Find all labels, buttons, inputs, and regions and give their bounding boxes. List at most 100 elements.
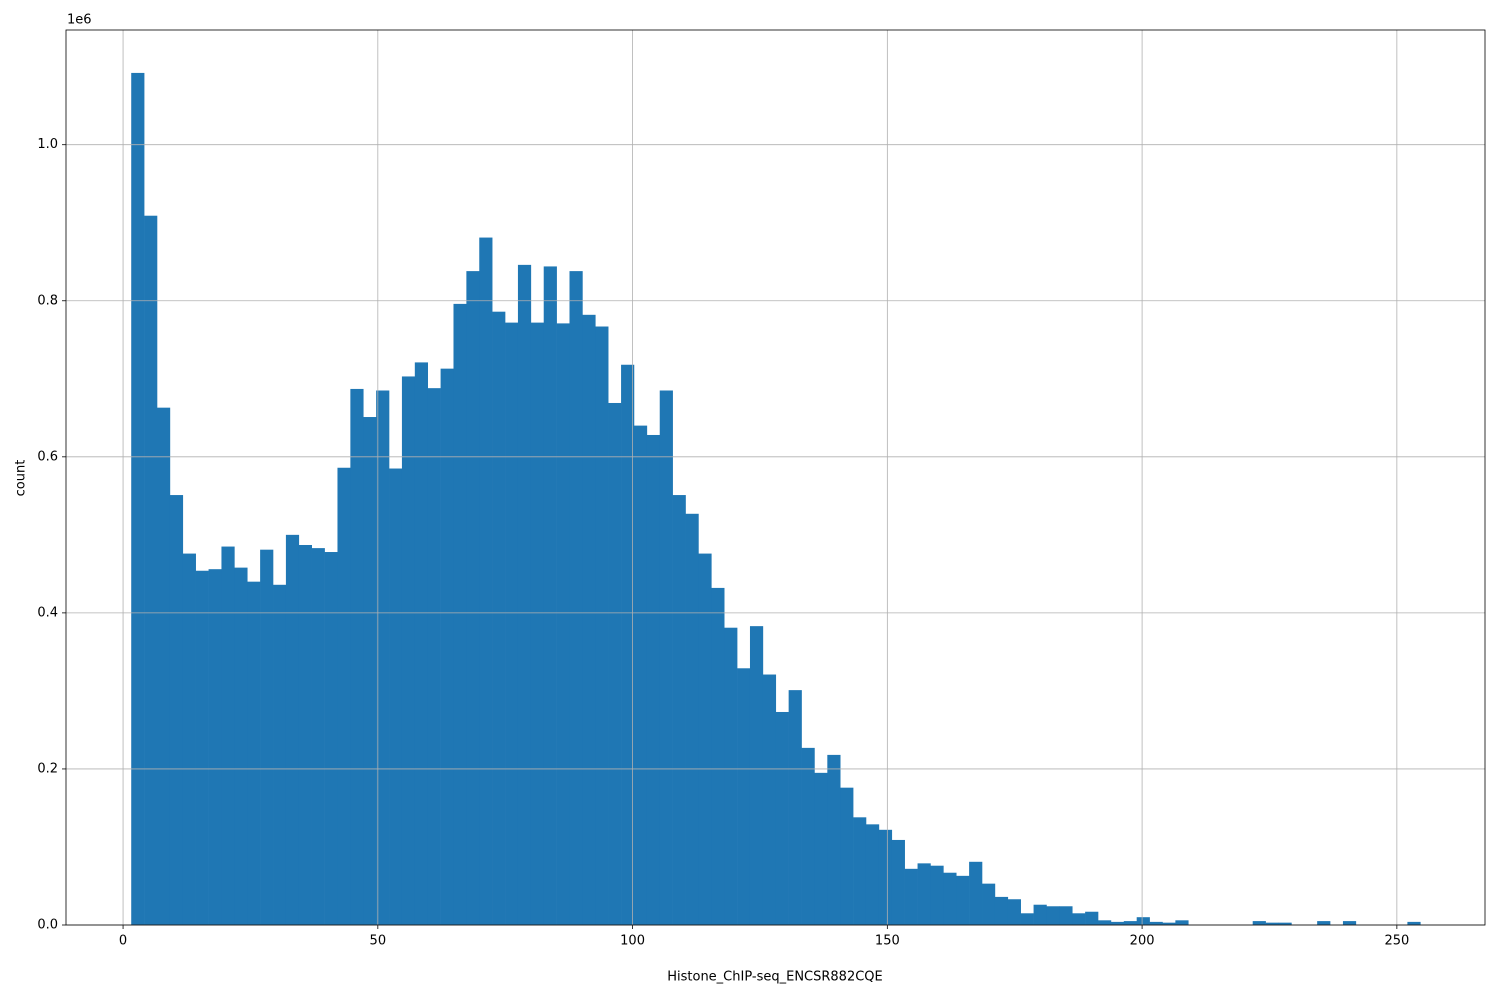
bar	[621, 364, 635, 925]
bar	[311, 548, 325, 925]
x-tick-label: 50	[370, 934, 387, 949]
bar	[1162, 922, 1176, 925]
bar	[530, 322, 545, 925]
bar	[389, 468, 403, 925]
bar	[685, 513, 699, 925]
bar	[827, 754, 841, 925]
x-tick-label: 200	[1130, 934, 1155, 949]
bar	[904, 868, 918, 925]
bar	[1342, 921, 1357, 925]
bar	[221, 546, 235, 925]
bar	[595, 326, 609, 925]
bar	[208, 569, 222, 925]
x-tick-label: 100	[620, 934, 645, 949]
bar	[1123, 921, 1137, 925]
y-axis-label: count	[14, 460, 29, 497]
bar	[363, 417, 377, 925]
bar	[1136, 917, 1150, 925]
bar	[672, 495, 686, 925]
bar	[401, 376, 416, 925]
bar	[479, 237, 493, 926]
bar	[982, 883, 996, 925]
bar	[775, 711, 789, 925]
plot-frame	[65, 29, 1486, 926]
y-tick-label: 1.0	[37, 137, 58, 152]
y-tick-label: 0.8	[37, 293, 58, 308]
bar	[1317, 921, 1331, 925]
bar	[1020, 913, 1034, 925]
x-tick-label: 250	[1384, 934, 1409, 949]
x-tick-label: 0	[119, 934, 127, 949]
bar	[1007, 899, 1021, 925]
bar	[1149, 921, 1163, 925]
bar	[814, 772, 828, 925]
bar	[1085, 911, 1099, 925]
bar	[169, 495, 184, 925]
bar	[453, 303, 467, 925]
bar	[724, 627, 738, 925]
bar	[1098, 920, 1112, 925]
bar	[182, 553, 196, 925]
bar	[801, 747, 815, 925]
bar	[1252, 921, 1266, 925]
y-tick-label: 0.2	[37, 761, 58, 776]
bar	[234, 567, 248, 925]
bar	[131, 72, 145, 925]
bar	[711, 587, 725, 925]
bar	[737, 668, 751, 925]
bar	[788, 690, 802, 925]
bar	[427, 388, 441, 925]
bar	[156, 407, 171, 926]
bar	[853, 817, 867, 925]
bar	[440, 368, 454, 925]
bar	[492, 311, 506, 925]
bar	[840, 787, 854, 925]
x-tick-label: 150	[875, 934, 900, 949]
bar	[260, 549, 274, 925]
bar	[1046, 906, 1060, 925]
bar	[1033, 904, 1047, 925]
y-offset-label: 1e6	[67, 13, 92, 28]
bar	[969, 861, 983, 925]
y-tick-label: 0.4	[37, 605, 58, 620]
bar	[762, 674, 777, 925]
bar	[582, 314, 596, 925]
bar	[195, 570, 209, 925]
bar	[659, 390, 673, 925]
y-tick-label: 0.0	[37, 918, 58, 933]
bar	[1175, 920, 1189, 925]
bar	[543, 266, 557, 925]
bar	[298, 544, 312, 925]
bar	[517, 264, 532, 925]
x-axis-label: Histone_ChIP-seq_ENCSR882CQE	[667, 970, 883, 985]
bar	[646, 434, 661, 925]
bar	[1278, 922, 1292, 925]
bar	[1265, 922, 1279, 925]
bar	[337, 467, 351, 925]
bar	[1110, 921, 1125, 925]
bar	[994, 896, 1009, 925]
bar	[466, 271, 480, 926]
bar	[247, 581, 261, 925]
bar	[1059, 906, 1073, 925]
bar	[1072, 913, 1086, 925]
bar	[569, 271, 583, 926]
bar	[285, 534, 300, 925]
bar	[943, 872, 957, 925]
bar	[144, 215, 158, 925]
bar	[608, 402, 622, 925]
bar	[505, 322, 519, 925]
bar	[891, 839, 905, 925]
bar	[878, 829, 893, 925]
bar	[930, 865, 944, 925]
bar	[956, 875, 970, 925]
bar	[698, 553, 712, 925]
bar	[324, 552, 338, 925]
y-tick-label: 0.6	[37, 449, 58, 464]
bar	[1407, 921, 1421, 925]
bar	[865, 824, 880, 925]
bar	[376, 390, 390, 925]
bar	[749, 626, 764, 925]
bar	[414, 362, 429, 926]
